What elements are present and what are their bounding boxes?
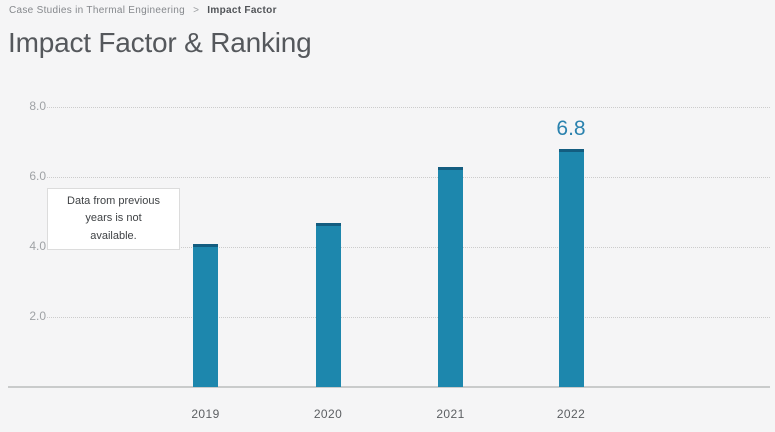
bar-2019[interactable] bbox=[193, 243, 218, 387]
bar-2021[interactable] bbox=[438, 166, 463, 387]
chart-tooltip: Data from previous years is not availabl… bbox=[47, 188, 180, 250]
x-axis-tick-2020: 2020 bbox=[313, 407, 343, 421]
gridline-2.0 bbox=[47, 317, 770, 318]
gridline-8.0 bbox=[47, 107, 770, 108]
breadcrumb-separator-icon: > bbox=[193, 5, 200, 16]
breadcrumb: Case Studies in Thermal Engineering > Im… bbox=[9, 5, 277, 16]
y-axis-tick-6.0: 6.0 bbox=[29, 169, 46, 183]
x-axis-tick-2022: 2022 bbox=[556, 407, 586, 421]
x-axis-tick-2021: 2021 bbox=[436, 407, 465, 421]
y-axis-tick-4.0: 4.0 bbox=[29, 239, 46, 253]
bar-value-label-2022: 6.8 bbox=[556, 117, 586, 140]
x-axis-tick-2019: 2019 bbox=[191, 407, 220, 421]
y-axis-tick-8.0: 8.0 bbox=[29, 99, 46, 113]
page-title: Impact Factor & Ranking bbox=[8, 27, 312, 58]
bar-2022[interactable] bbox=[558, 149, 584, 387]
x-axis-line bbox=[8, 386, 770, 388]
chart-tooltip-text: Data from previous years is not availabl… bbox=[67, 195, 160, 242]
bar-2020[interactable] bbox=[315, 222, 341, 387]
gridline-4.0 bbox=[47, 247, 770, 248]
breadcrumb-journal-link[interactable]: Case Studies in Thermal Engineering bbox=[9, 5, 185, 16]
gridline-6.0 bbox=[47, 177, 770, 178]
breadcrumb-current-page: Impact Factor bbox=[207, 5, 277, 16]
y-axis-tick-2.0: 2.0 bbox=[29, 309, 46, 323]
